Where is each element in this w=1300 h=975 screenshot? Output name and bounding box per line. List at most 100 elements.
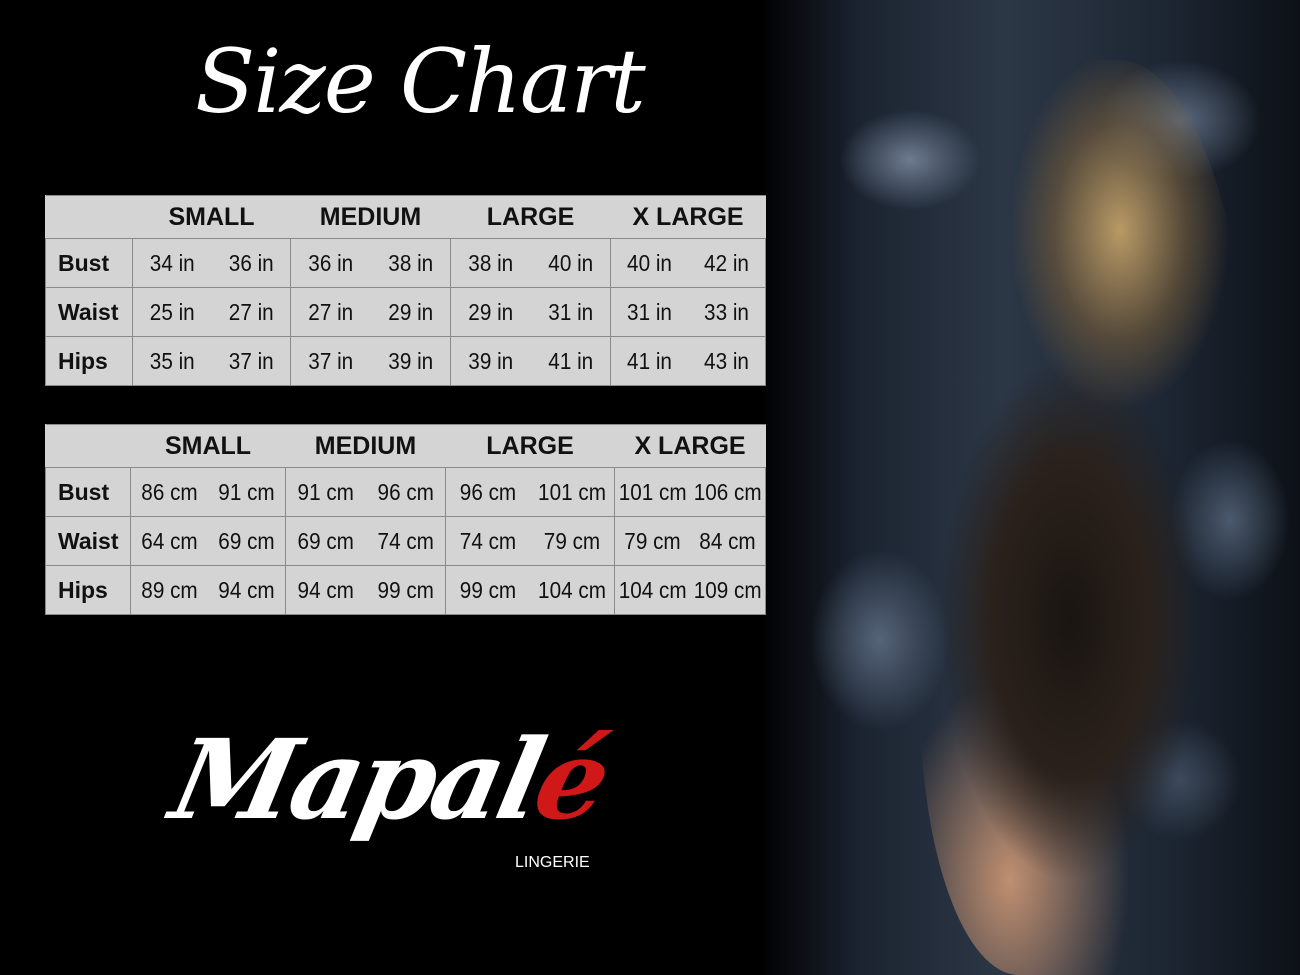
table-row: Waist 64 cm 69 cm 69 cm 74 cm 74 cm 79 cm 79 cm… bbox=[45, 516, 766, 566]
size-cell: 34 in 36 in bbox=[132, 238, 291, 288]
min-value: 91 cm bbox=[297, 478, 354, 505]
size-header: LARGE bbox=[450, 195, 611, 239]
max-value: 41 in bbox=[547, 347, 593, 374]
min-value: 40 in bbox=[627, 249, 672, 276]
min-value: 74 cm bbox=[459, 527, 517, 554]
max-value: 96 cm bbox=[377, 478, 434, 505]
min-value: 41 in bbox=[627, 347, 672, 374]
size-header: X LARGE bbox=[610, 195, 766, 239]
max-value: 39 in bbox=[387, 347, 433, 374]
size-cell: 39 in 41 in bbox=[450, 336, 611, 386]
size-cell: 64 cm 69 cm bbox=[130, 516, 286, 566]
logo-main: Mapal bbox=[161, 715, 552, 844]
size-header: SMALL bbox=[132, 195, 291, 239]
table-row: Hips 89 cm 94 cm 94 cm 99 cm 99 cm 104 cm 104 c… bbox=[45, 565, 766, 615]
size-header: LARGE bbox=[445, 424, 615, 468]
max-value: 43 in bbox=[704, 347, 749, 374]
size-cell: 36 in 38 in bbox=[290, 238, 451, 288]
row-label: Waist bbox=[45, 287, 133, 337]
max-value: 27 in bbox=[228, 298, 274, 325]
row-label: Hips bbox=[45, 565, 131, 615]
min-value: 39 in bbox=[468, 347, 514, 374]
min-value: 27 in bbox=[308, 298, 354, 325]
max-value: 37 in bbox=[228, 347, 274, 374]
size-cell: 79 cm 84 cm bbox=[614, 516, 766, 566]
row-label: Hips bbox=[45, 336, 133, 386]
max-value: 99 cm bbox=[377, 576, 434, 603]
size-cell: 96 cm 101 cm bbox=[445, 467, 615, 517]
min-value: 79 cm bbox=[624, 527, 681, 554]
row-label: Bust bbox=[45, 238, 133, 288]
max-value: 33 in bbox=[704, 298, 749, 325]
size-header: SMALL bbox=[130, 424, 286, 468]
min-value: 31 in bbox=[627, 298, 672, 325]
brand-logo: Mapalé bbox=[161, 715, 617, 844]
table-row: Bust 86 cm 91 cm 91 cm 96 cm 96 cm 101 cm 101 c… bbox=[45, 467, 766, 517]
min-value: 99 cm bbox=[459, 576, 517, 603]
size-cell: 29 in 31 in bbox=[450, 287, 611, 337]
min-value: 34 in bbox=[149, 249, 195, 276]
min-value: 104 cm bbox=[618, 576, 687, 603]
size-cell: 86 cm 91 cm bbox=[130, 467, 286, 517]
max-value: 29 in bbox=[387, 298, 433, 325]
max-value: 69 cm bbox=[218, 527, 275, 554]
max-value: 38 in bbox=[387, 249, 433, 276]
min-value: 101 cm bbox=[618, 478, 687, 505]
size-cell: 40 in 42 in bbox=[610, 238, 766, 288]
min-value: 37 in bbox=[308, 347, 354, 374]
header-row: SMALL MEDIUM LARGE X LARGE bbox=[45, 195, 766, 239]
size-header: X LARGE bbox=[614, 424, 766, 468]
max-value: 91 cm bbox=[218, 478, 275, 505]
size-table-cm: SMALL MEDIUM LARGE X LARGE Bust 86 cm 91 cm 91 … bbox=[45, 424, 766, 615]
size-cell: 31 in 33 in bbox=[610, 287, 766, 337]
row-label: Bust bbox=[45, 467, 131, 517]
size-header: MEDIUM bbox=[285, 424, 446, 468]
max-value: 42 in bbox=[704, 249, 749, 276]
size-cell: 25 in 27 in bbox=[132, 287, 291, 337]
size-cell: 104 cm 109 cm bbox=[614, 565, 766, 615]
size-cell: 74 cm 79 cm bbox=[445, 516, 615, 566]
header-blank bbox=[45, 195, 133, 239]
max-value: 74 cm bbox=[377, 527, 434, 554]
max-value: 84 cm bbox=[699, 527, 756, 554]
size-cell: 27 in 29 in bbox=[290, 287, 451, 337]
model-figure bbox=[920, 60, 1250, 975]
page-title: Size Chart bbox=[195, 30, 646, 133]
size-table-inches: SMALL MEDIUM LARGE X LARGE Bust 34 in 36 in 36 … bbox=[45, 195, 766, 386]
min-value: 35 in bbox=[149, 347, 195, 374]
size-header: MEDIUM bbox=[290, 195, 451, 239]
table-row: Waist 25 in 27 in 27 in 29 in 29 in 31 in 31 in… bbox=[45, 287, 766, 337]
min-value: 25 in bbox=[149, 298, 195, 325]
min-value: 29 in bbox=[468, 298, 514, 325]
size-cell: 37 in 39 in bbox=[290, 336, 451, 386]
min-value: 86 cm bbox=[141, 478, 198, 505]
size-cell: 35 in 37 in bbox=[132, 336, 291, 386]
min-value: 36 in bbox=[308, 249, 354, 276]
min-value: 38 in bbox=[468, 249, 514, 276]
max-value: 40 in bbox=[547, 249, 593, 276]
size-cell: 69 cm 74 cm bbox=[285, 516, 446, 566]
min-value: 96 cm bbox=[459, 478, 517, 505]
size-cell: 89 cm 94 cm bbox=[130, 565, 286, 615]
header-blank bbox=[45, 424, 131, 468]
max-value: 94 cm bbox=[218, 576, 275, 603]
max-value: 79 cm bbox=[543, 527, 601, 554]
max-value: 101 cm bbox=[538, 478, 606, 505]
size-cell: 91 cm 96 cm bbox=[285, 467, 446, 517]
table-row: Bust 34 in 36 in 36 in 38 in 38 in 40 in 40 in 4… bbox=[45, 238, 766, 288]
row-label: Waist bbox=[45, 516, 131, 566]
max-value: 36 in bbox=[228, 249, 274, 276]
size-cell: 38 in 40 in bbox=[450, 238, 611, 288]
table-row: Hips 35 in 37 in 37 in 39 in 39 in 41 in 41 in 4… bbox=[45, 336, 766, 386]
max-value: 106 cm bbox=[693, 478, 762, 505]
min-value: 89 cm bbox=[141, 576, 198, 603]
header-row: SMALL MEDIUM LARGE X LARGE bbox=[45, 424, 766, 468]
min-value: 64 cm bbox=[141, 527, 198, 554]
size-cell: 94 cm 99 cm bbox=[285, 565, 446, 615]
size-cell: 41 in 43 in bbox=[610, 336, 766, 386]
max-value: 31 in bbox=[547, 298, 593, 325]
max-value: 109 cm bbox=[693, 576, 762, 603]
size-cell: 101 cm 106 cm bbox=[614, 467, 766, 517]
max-value: 104 cm bbox=[538, 576, 606, 603]
min-value: 69 cm bbox=[297, 527, 354, 554]
